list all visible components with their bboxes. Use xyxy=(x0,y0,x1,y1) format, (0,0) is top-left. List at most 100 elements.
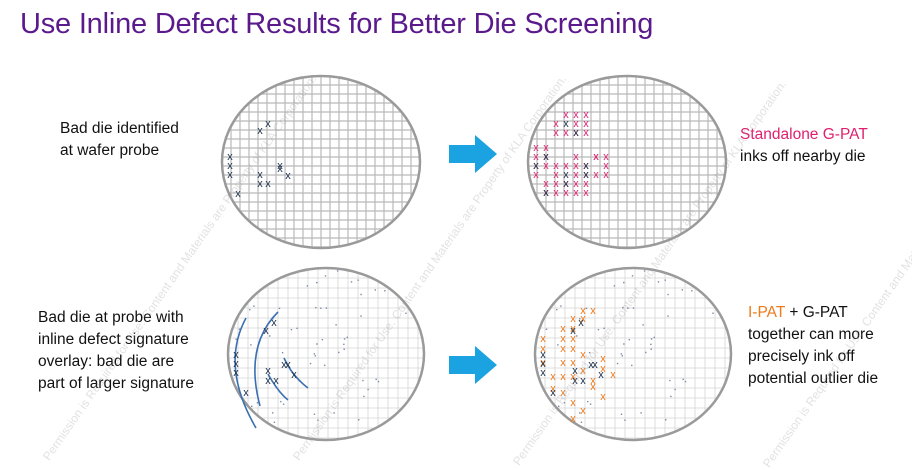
top-left-caption: Bad die identified at wafer probe xyxy=(60,118,179,162)
bad-die-mark: x xyxy=(540,349,546,361)
top-right-caption: Standalone G-PAT inks off nearby die xyxy=(740,124,868,168)
caption-line: Bad die at probe with xyxy=(38,309,184,326)
arrow-right-icon xyxy=(449,346,497,384)
ipat-inked-die-mark: x xyxy=(590,375,596,387)
ipat-inked-die-mark: x xyxy=(570,343,576,355)
defect-signature-arc xyxy=(254,311,279,407)
gpat-inked-die-mark: x xyxy=(543,187,549,199)
bad-die-mark: x xyxy=(285,359,291,371)
gpat-label: Standalone G-PAT xyxy=(740,126,868,143)
gpat-inked-die-mark: x xyxy=(563,160,569,172)
ipat-inked-die-mark: x xyxy=(560,371,566,383)
bad-die-mark: x xyxy=(227,169,233,181)
gpat-inked-die-mark: x xyxy=(553,160,559,172)
defect-signature-arc xyxy=(283,357,309,389)
ipat-inked-die-mark: x xyxy=(550,371,556,383)
caption-line: part of larger signature xyxy=(38,375,194,392)
gpat-inked-die-mark: x xyxy=(543,151,549,163)
bad-die-mark: x xyxy=(580,375,586,387)
bad-die-mark: x xyxy=(592,359,598,371)
ipat-inked-die-mark: x xyxy=(590,381,596,393)
bad-die-mark: x xyxy=(277,160,283,172)
bad-die-mark: x xyxy=(543,151,549,163)
ipat-inked-die-mark: x xyxy=(570,313,576,325)
gpat-inked-die-mark: x xyxy=(553,127,559,139)
bad-die-mark: x xyxy=(570,325,576,337)
bad-die-mark: x xyxy=(257,178,263,190)
bad-die-mark: x xyxy=(257,125,263,137)
gpat-inked-die-mark: x xyxy=(563,187,569,199)
bad-die-mark: x xyxy=(540,358,546,370)
bottom-right-caption: I-PAT + G-PAT together can more precisel… xyxy=(748,302,878,390)
gpat-inked-die-mark: x xyxy=(583,169,589,181)
ipat-inked-die-mark: x xyxy=(600,353,606,365)
bad-die-mark: x xyxy=(285,170,291,182)
gpat-inked-die-mark: x xyxy=(583,160,589,172)
ipat-inked-die-mark: x xyxy=(600,363,606,375)
bad-die-mark: x xyxy=(291,369,297,381)
gpat-inked-die-mark: x xyxy=(593,151,599,163)
ipat-inked-die-mark: x xyxy=(580,305,586,317)
gpat-inked-die-mark: x xyxy=(533,160,539,172)
caption-line: inline defect signature xyxy=(38,331,189,348)
caption-line: at wafer probe xyxy=(60,142,160,159)
gpat-inked-die-mark: x xyxy=(583,178,589,190)
wafer-map-gpat: x x xx x xx x x xx xx x x x xx x x x x x xx x x x x xx x x x xx x x x x… xyxy=(526,74,728,250)
bad-die-mark: x xyxy=(578,317,584,329)
bad-die-mark: x xyxy=(233,367,239,379)
bad-die-mark: x xyxy=(265,365,271,377)
gpat-inked-die-mark: x xyxy=(553,118,559,130)
ipat-inked-die-mark: x xyxy=(540,343,546,355)
bad-die-mark: x xyxy=(277,163,283,175)
caption-line: inks off nearby die xyxy=(740,148,866,165)
gpat-inked-die-mark: x xyxy=(563,127,569,139)
gpat-inked-die-mark: x xyxy=(563,109,569,121)
ipat-inked-die-mark: x xyxy=(610,369,616,381)
ipat-inked-die-mark: x xyxy=(550,383,556,395)
bad-die-mark: x xyxy=(583,169,589,181)
gpat-inked-die-mark: x xyxy=(573,118,579,130)
gpat-inked-die-mark: x xyxy=(543,160,549,172)
bad-die-mark: x xyxy=(265,118,271,130)
slide-title: Use Inline Defect Results for Better Die… xyxy=(20,8,654,40)
caption-line: together can more xyxy=(748,326,874,343)
bad-die-mark: x xyxy=(233,358,239,370)
gpat-inked-die-mark: x xyxy=(573,169,579,181)
bad-die-mark: x xyxy=(540,367,546,379)
bad-die-mark: x xyxy=(563,178,569,190)
bad-die-mark: x xyxy=(235,188,241,200)
caption-line: precisely ink off xyxy=(748,348,855,365)
ipat-inked-die-mark: x xyxy=(540,333,546,345)
bad-die-mark: x xyxy=(265,178,271,190)
gpat-inked-die-mark: x xyxy=(583,127,589,139)
arrow-right-icon xyxy=(449,135,497,173)
ipat-inked-die-mark: x xyxy=(570,371,576,383)
bad-die-mark: x xyxy=(572,375,578,387)
ipat-inked-die-mark: x xyxy=(540,357,546,369)
gpat-inked-die-mark: x xyxy=(603,169,609,181)
gpat-inked-die-mark: x xyxy=(553,187,559,199)
gpat-inked-die-mark: x xyxy=(543,178,549,190)
bad-die-mark: x xyxy=(257,169,263,181)
caption-line: overlay: bad die are xyxy=(38,353,175,370)
bad-die-mark: x xyxy=(598,369,604,381)
bad-die-mark: x xyxy=(563,169,569,181)
bad-die-mark: x xyxy=(572,365,578,377)
gpat-inked-die-mark: x xyxy=(543,142,549,154)
caption-line: potential outlier die xyxy=(748,370,879,387)
gpat-inked-die-mark: x xyxy=(603,151,609,163)
ipat-inked-die-mark: x xyxy=(570,413,576,425)
gpat-inked-die-mark: x xyxy=(583,187,589,199)
gpat-inked-die-mark: x xyxy=(583,118,589,130)
ipat-inked-die-mark: x xyxy=(590,305,596,317)
gpat-inked-die-mark: x xyxy=(573,178,579,190)
bad-die-mark: x xyxy=(583,160,589,172)
caption-line: I-PAT + G-PAT xyxy=(748,302,878,324)
gpat-inked-die-mark: x xyxy=(533,151,539,163)
ipat-inked-die-mark: x xyxy=(560,323,566,335)
ipat-inked-die-mark: x xyxy=(560,343,566,355)
bad-die-mark: x xyxy=(227,160,233,172)
bad-die-mark: x xyxy=(263,325,269,337)
